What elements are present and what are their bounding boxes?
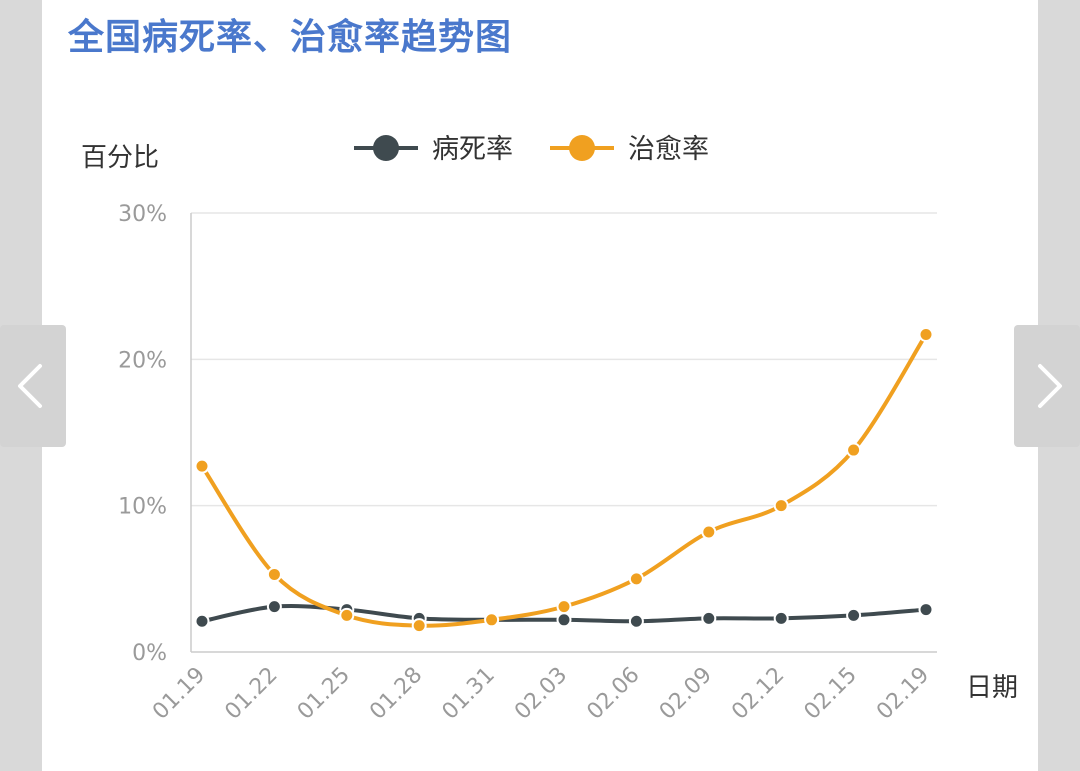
series-line <box>200 333 928 628</box>
series-1 <box>194 326 934 634</box>
legend-label: 治愈率 <box>628 134 709 165</box>
next-button[interactable] <box>1014 325 1080 447</box>
x-tick-label: 01.31 <box>438 663 500 725</box>
y-tick-label: 20% <box>118 348 167 373</box>
data-point[interactable] <box>846 607 862 623</box>
data-point[interactable] <box>556 599 572 615</box>
data-point[interactable] <box>194 613 210 629</box>
data-point[interactable] <box>846 442 862 458</box>
x-tick-label: 02.09 <box>655 663 717 725</box>
x-tick-label: 02.15 <box>800 663 862 725</box>
chevron-left-icon <box>18 364 42 408</box>
legend-marker <box>569 135 595 161</box>
data-point[interactable] <box>918 602 934 618</box>
data-point[interactable] <box>339 607 355 623</box>
y-tick-label: 10% <box>118 495 167 520</box>
data-point[interactable] <box>194 458 210 474</box>
data-point[interactable] <box>628 613 644 629</box>
chevron-right-icon <box>1038 364 1062 408</box>
x-tick-label: 02.06 <box>582 663 644 725</box>
data-point[interactable] <box>701 524 717 540</box>
y-tick-label: 0% <box>132 641 167 666</box>
chart-card <box>42 0 1038 771</box>
x-tick-label: 01.28 <box>365 663 427 725</box>
data-point[interactable] <box>628 571 644 587</box>
x-tick-label: 01.25 <box>293 663 355 725</box>
x-axis-title: 日期 <box>966 673 1018 703</box>
y-axis-ticks: 0% 10% 20% 30% <box>118 202 167 666</box>
x-tick-label: 02.03 <box>510 663 572 725</box>
data-point[interactable] <box>701 610 717 626</box>
legend-item[interactable]: 治愈率 <box>550 134 709 165</box>
legend: 病死率 治愈率 <box>354 134 709 165</box>
data-point[interactable] <box>484 612 500 628</box>
data-point[interactable] <box>266 599 282 615</box>
data-point[interactable] <box>411 618 427 634</box>
x-tick-label: 01.22 <box>220 663 282 725</box>
legend-marker <box>373 135 399 161</box>
series <box>194 326 934 634</box>
data-point[interactable] <box>556 612 572 628</box>
x-tick-label: 02.19 <box>872 663 934 725</box>
data-point[interactable] <box>773 610 789 626</box>
prev-button[interactable] <box>0 325 66 447</box>
legend-item[interactable]: 病死率 <box>354 134 513 165</box>
data-point[interactable] <box>918 326 934 342</box>
x-tick-label: 01.19 <box>148 663 210 725</box>
legend-label: 病死率 <box>432 134 513 165</box>
data-point[interactable] <box>773 498 789 514</box>
page-title: 全国病死率、治愈率趋势图 <box>68 17 513 58</box>
y-tick-label: 30% <box>118 202 167 227</box>
data-point[interactable] <box>266 566 282 582</box>
y-axis-title: 百分比 <box>81 143 159 173</box>
x-tick-label: 02.12 <box>727 663 789 725</box>
x-axis-ticks: 01.19 01.22 01.25 01.28 01.31 02.03 02.06 02.09… <box>148 663 934 725</box>
grid-lines <box>190 212 937 653</box>
